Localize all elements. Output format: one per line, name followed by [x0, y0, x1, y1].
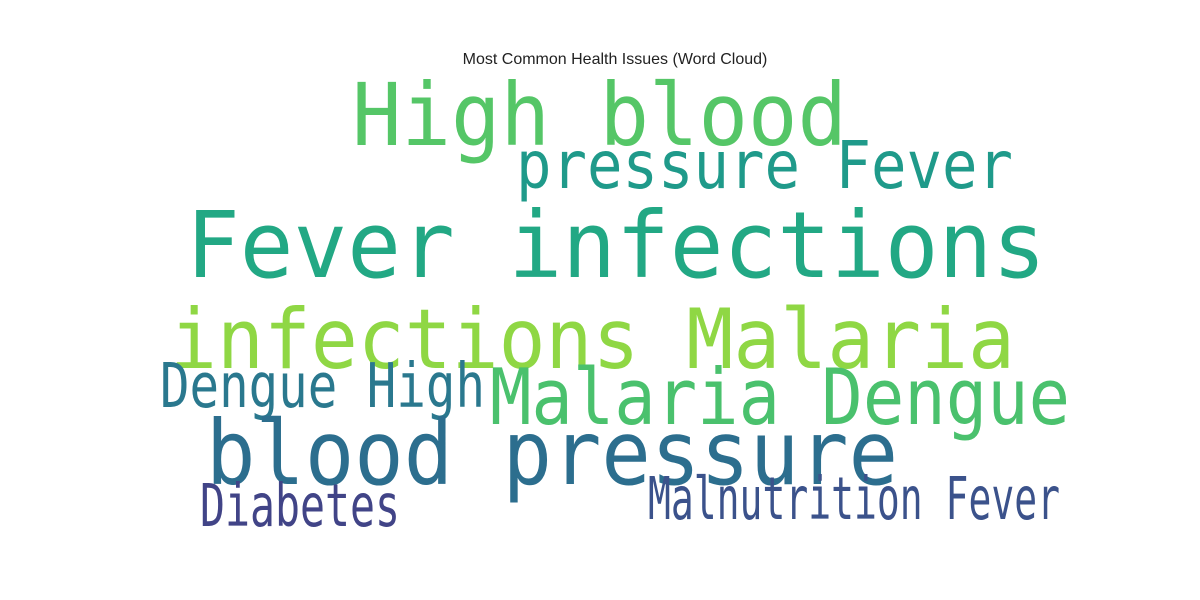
chart-title: Most Common Health Issues (Word Cloud) [463, 51, 768, 68]
word-fever-infections: Fever infections [186, 192, 1046, 299]
word-diabetes: Diabetes [200, 472, 400, 540]
word-high-blood: High blood [352, 66, 847, 166]
word-malaria-dengue: Malaria Dengue [490, 353, 1070, 443]
word-infections-malaria: infections Malaria [170, 291, 1015, 388]
word-dengue-high: Dengue High [160, 350, 485, 422]
word-pressure-fever: pressure Fever [516, 127, 1013, 204]
word-malnutrition-fever: Malnutrition Fever [648, 465, 1060, 533]
word-blood-pressure: blood pressure [206, 402, 898, 506]
